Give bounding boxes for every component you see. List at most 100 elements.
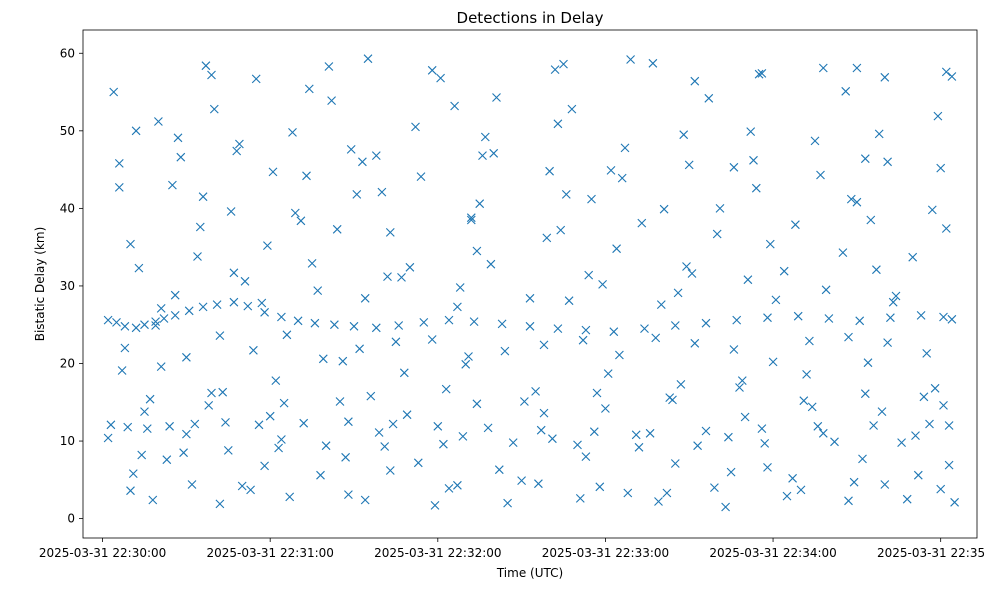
data-point	[453, 302, 462, 312]
data-point	[494, 465, 504, 475]
data-point	[818, 63, 828, 73]
data-point	[525, 293, 535, 303]
data-point	[427, 65, 437, 75]
data-point	[397, 273, 406, 282]
data-point	[207, 388, 216, 398]
data-point	[749, 155, 758, 165]
data-point	[313, 286, 323, 295]
data-point	[419, 318, 429, 327]
data-point	[760, 439, 770, 448]
data-point	[486, 259, 496, 269]
data-point	[883, 157, 892, 167]
data-point	[201, 61, 211, 71]
data-point	[500, 346, 510, 356]
data-point	[159, 314, 169, 323]
data-point	[148, 495, 158, 505]
data-point	[710, 483, 719, 492]
data-point	[215, 499, 225, 509]
data-point	[726, 467, 736, 477]
y-axis-label: Bistatic Delay (km)	[33, 227, 47, 342]
data-point	[321, 441, 331, 451]
data-point	[207, 70, 216, 80]
data-point	[366, 391, 376, 401]
data-point	[402, 410, 412, 420]
data-point	[277, 312, 286, 322]
data-point	[662, 488, 672, 498]
data-point	[754, 69, 764, 79]
data-point	[690, 76, 700, 86]
data-point	[472, 399, 482, 409]
data-point	[603, 369, 613, 378]
x-tick-label: 2025-03-31 22:34:00	[709, 546, 836, 560]
data-point	[327, 96, 336, 105]
data-point	[251, 74, 261, 84]
data-point	[606, 166, 616, 175]
data-markers	[103, 54, 959, 512]
data-point	[908, 252, 918, 262]
data-point	[335, 397, 345, 406]
data-point	[573, 440, 582, 450]
data-point	[844, 332, 853, 342]
data-point	[802, 370, 811, 379]
data-point	[187, 480, 197, 489]
data-point	[581, 452, 591, 461]
data-point	[902, 494, 912, 504]
data-point	[933, 111, 943, 121]
data-point	[587, 194, 596, 204]
data-point	[176, 152, 186, 162]
data-point	[860, 154, 870, 164]
data-point	[229, 297, 239, 307]
data-point	[363, 54, 373, 64]
data-point	[880, 72, 890, 82]
data-point	[257, 298, 267, 308]
data-point	[458, 432, 468, 441]
data-point	[344, 490, 353, 499]
data-point	[553, 324, 563, 333]
data-point	[411, 122, 420, 132]
data-point	[352, 190, 362, 199]
data-point	[916, 311, 926, 320]
data-point	[765, 239, 775, 249]
data-point	[209, 104, 219, 114]
data-point	[126, 486, 135, 496]
data-point	[941, 224, 951, 233]
data-point	[265, 411, 275, 421]
data-point	[564, 296, 574, 306]
data-point	[763, 313, 772, 323]
data-point	[690, 338, 700, 348]
data-point	[383, 272, 392, 281]
data-point	[799, 396, 809, 406]
x-axis-label: Time (UTC)	[496, 566, 563, 580]
data-point	[656, 300, 666, 309]
data-point	[715, 204, 725, 213]
data-point	[704, 93, 714, 103]
data-point	[156, 362, 166, 371]
data-point	[246, 485, 255, 495]
data-point	[947, 72, 957, 81]
data-point	[913, 470, 923, 480]
data-point	[469, 317, 479, 326]
data-point	[170, 311, 180, 320]
data-point	[545, 166, 554, 176]
data-point	[645, 428, 655, 438]
data-point	[721, 502, 730, 512]
data-point	[268, 167, 278, 177]
data-point	[114, 183, 124, 192]
data-point	[670, 321, 680, 330]
data-point	[930, 383, 940, 393]
data-point	[793, 311, 803, 321]
data-point	[852, 63, 862, 73]
data-point	[724, 432, 733, 442]
data-point	[464, 352, 473, 361]
x-tick-label: 2025-03-31 22:32:00	[374, 546, 501, 560]
data-point	[120, 343, 130, 353]
data-point	[539, 340, 549, 350]
data-point	[757, 424, 767, 433]
data-point	[112, 318, 121, 327]
data-point	[318, 354, 328, 364]
data-point	[436, 73, 445, 83]
data-point	[877, 407, 887, 416]
data-point	[131, 323, 141, 333]
data-point	[377, 187, 387, 197]
data-point	[805, 336, 814, 346]
